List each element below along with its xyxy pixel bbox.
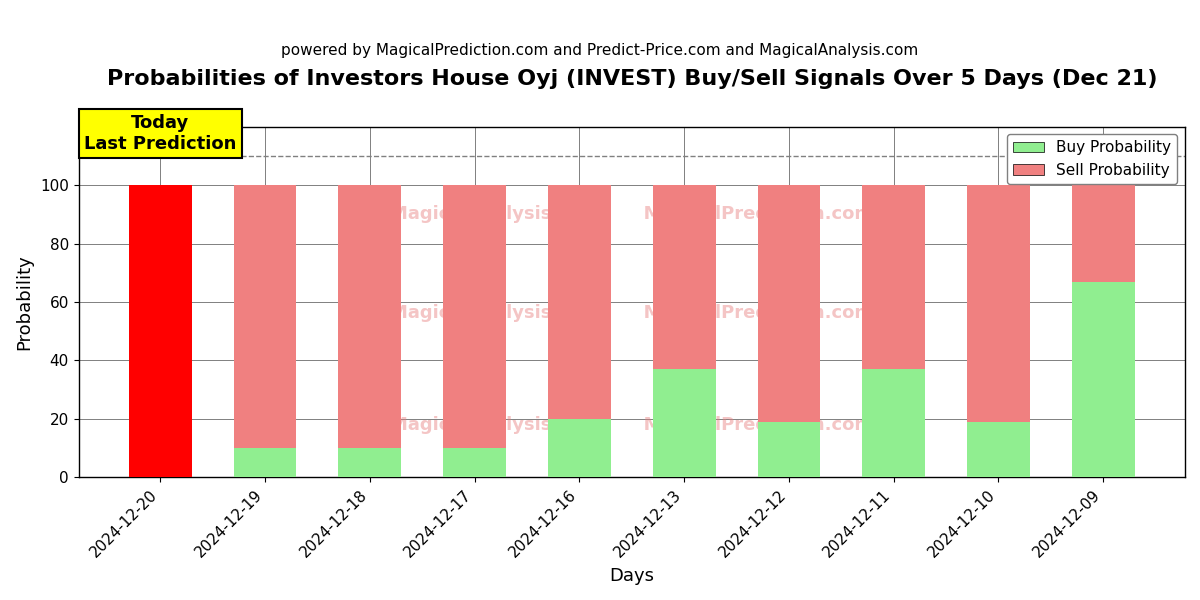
Bar bbox=[548, 185, 611, 419]
Bar bbox=[1072, 281, 1135, 478]
Text: MagicalAnalysis.com       MagicalPrediction.com: MagicalAnalysis.com MagicalPrediction.co… bbox=[390, 205, 874, 223]
Bar bbox=[338, 185, 401, 448]
Bar bbox=[757, 422, 821, 478]
Text: MagicalAnalysis.com       MagicalPrediction.com: MagicalAnalysis.com MagicalPrediction.co… bbox=[390, 416, 874, 434]
Text: Today
Last Prediction: Today Last Prediction bbox=[84, 114, 236, 153]
Bar bbox=[338, 448, 401, 478]
Bar bbox=[863, 185, 925, 369]
Bar bbox=[1072, 185, 1135, 281]
Bar bbox=[234, 185, 296, 448]
Bar bbox=[234, 448, 296, 478]
Bar bbox=[443, 185, 506, 448]
Title: Probabilities of Investors House Oyj (INVEST) Buy/Sell Signals Over 5 Days (Dec : Probabilities of Investors House Oyj (IN… bbox=[107, 69, 1157, 89]
Bar bbox=[443, 448, 506, 478]
Bar bbox=[653, 369, 715, 478]
Bar bbox=[757, 185, 821, 422]
Bar bbox=[653, 185, 715, 369]
X-axis label: Days: Days bbox=[610, 567, 654, 585]
Y-axis label: Probability: Probability bbox=[14, 254, 34, 350]
Bar bbox=[967, 185, 1030, 422]
Legend: Buy Probability, Sell Probability: Buy Probability, Sell Probability bbox=[1007, 134, 1177, 184]
Text: powered by MagicalPrediction.com and Predict-Price.com and MagicalAnalysis.com: powered by MagicalPrediction.com and Pre… bbox=[281, 43, 919, 58]
Bar bbox=[128, 185, 192, 478]
Bar bbox=[548, 419, 611, 478]
Bar bbox=[967, 422, 1030, 478]
Text: MagicalAnalysis.com       MagicalPrediction.com: MagicalAnalysis.com MagicalPrediction.co… bbox=[390, 304, 874, 322]
Bar bbox=[863, 369, 925, 478]
